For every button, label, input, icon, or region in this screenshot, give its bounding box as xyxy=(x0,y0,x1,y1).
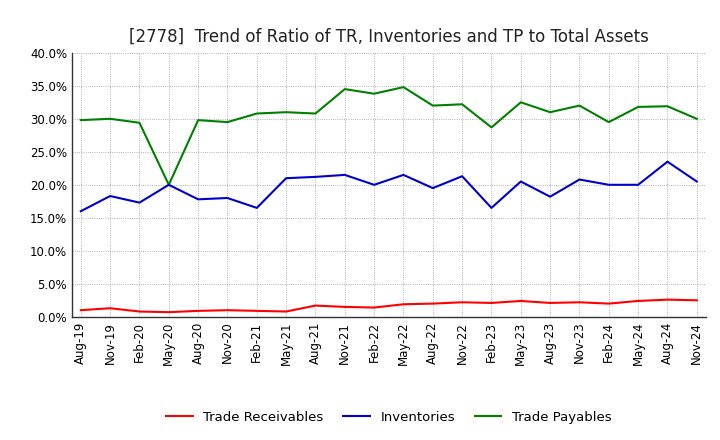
Trade Receivables xyxy=(487,300,496,305)
Inventories xyxy=(546,194,554,199)
Inventories xyxy=(458,173,467,179)
Trade Payables xyxy=(341,86,349,92)
Trade Receivables xyxy=(516,298,525,304)
Trade Receivables xyxy=(76,308,85,313)
Inventories xyxy=(135,200,144,205)
Trade Payables xyxy=(282,110,290,115)
Trade Payables xyxy=(223,119,232,125)
Trade Receivables xyxy=(341,304,349,310)
Trade Receivables xyxy=(634,298,642,304)
Legend: Trade Receivables, Inventories, Trade Payables: Trade Receivables, Inventories, Trade Pa… xyxy=(161,405,616,429)
Trade Receivables xyxy=(693,297,701,303)
Trade Receivables xyxy=(663,297,672,302)
Line: Trade Receivables: Trade Receivables xyxy=(81,300,697,312)
Inventories xyxy=(194,197,202,202)
Trade Payables xyxy=(135,120,144,125)
Trade Payables xyxy=(311,111,320,116)
Trade Receivables xyxy=(605,301,613,306)
Trade Receivables xyxy=(575,300,584,305)
Inventories xyxy=(487,205,496,210)
Trade Payables xyxy=(634,104,642,110)
Trade Payables xyxy=(164,182,173,187)
Inventories xyxy=(253,205,261,210)
Trade Payables xyxy=(194,117,202,123)
Inventories xyxy=(693,179,701,184)
Inventories xyxy=(106,194,114,199)
Trade Payables xyxy=(516,99,525,105)
Inventories xyxy=(399,172,408,177)
Inventories xyxy=(223,195,232,201)
Trade Receivables xyxy=(223,308,232,313)
Trade Payables xyxy=(693,116,701,121)
Trade Payables xyxy=(76,117,85,123)
Trade Receivables xyxy=(399,302,408,307)
Line: Inventories: Inventories xyxy=(81,162,697,211)
Inventories xyxy=(311,174,320,180)
Line: Trade Payables: Trade Payables xyxy=(81,87,697,185)
Trade Payables xyxy=(458,102,467,107)
Trade Payables xyxy=(663,104,672,109)
Trade Receivables xyxy=(194,308,202,313)
Title: [2778]  Trend of Ratio of TR, Inventories and TP to Total Assets: [2778] Trend of Ratio of TR, Inventories… xyxy=(129,28,649,46)
Inventories xyxy=(634,182,642,187)
Trade Receivables xyxy=(135,309,144,314)
Trade Receivables xyxy=(282,309,290,314)
Inventories xyxy=(516,179,525,184)
Trade Payables xyxy=(487,125,496,130)
Trade Receivables xyxy=(164,309,173,315)
Trade Payables xyxy=(546,110,554,115)
Trade Payables xyxy=(370,91,379,96)
Trade Receivables xyxy=(106,305,114,311)
Trade Payables xyxy=(605,119,613,125)
Inventories xyxy=(428,186,437,191)
Trade Receivables xyxy=(253,308,261,313)
Trade Receivables xyxy=(458,300,467,305)
Trade Receivables xyxy=(311,303,320,308)
Inventories xyxy=(663,159,672,165)
Trade Payables xyxy=(575,103,584,108)
Trade Payables xyxy=(428,103,437,108)
Trade Receivables xyxy=(370,305,379,310)
Inventories xyxy=(341,172,349,177)
Trade Payables xyxy=(106,116,114,121)
Inventories xyxy=(370,182,379,187)
Trade Payables xyxy=(253,111,261,116)
Trade Payables xyxy=(399,84,408,90)
Inventories xyxy=(76,209,85,214)
Inventories xyxy=(575,177,584,182)
Inventories xyxy=(282,176,290,181)
Trade Receivables xyxy=(428,301,437,306)
Inventories xyxy=(605,182,613,187)
Trade Receivables xyxy=(546,300,554,305)
Inventories xyxy=(164,182,173,187)
